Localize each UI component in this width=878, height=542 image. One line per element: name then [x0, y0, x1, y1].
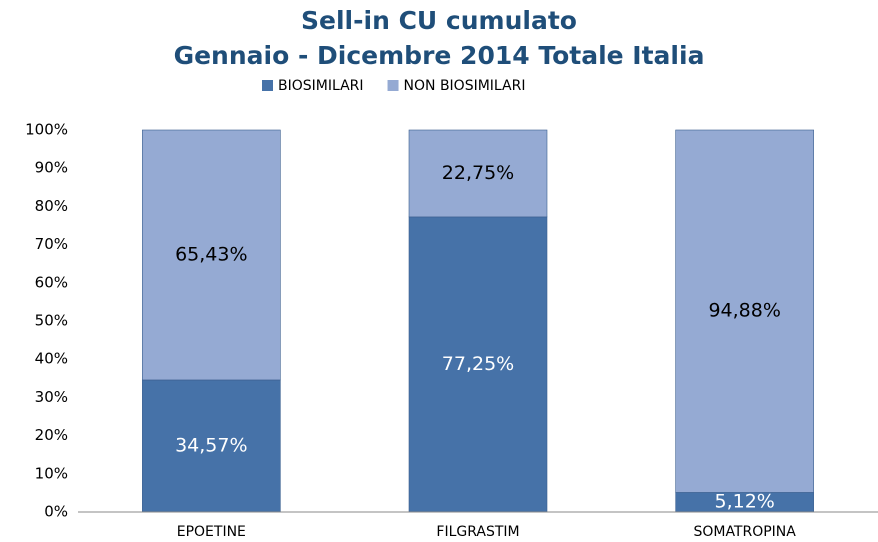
y-tick-label: 10% [35, 464, 68, 482]
y-tick-label: 50% [35, 312, 68, 330]
chart-title: Sell-in CU cumulato [301, 6, 577, 35]
legend-swatch [262, 80, 273, 91]
y-tick-label: 0% [44, 503, 68, 521]
bar-segment [408, 129, 548, 218]
data-label: 65,43% [175, 243, 247, 265]
x-tick-label: SOMATROPINA [693, 524, 796, 540]
y-tick-label: 70% [35, 235, 68, 253]
legend-label: NON BIOSIMILARI [404, 78, 526, 94]
y-tick-label: 60% [35, 273, 68, 291]
data-label: 34,57% [175, 434, 247, 456]
y-tick-label: 80% [35, 197, 68, 215]
y-tick-label: 30% [35, 388, 68, 406]
data-label: 22,75% [442, 162, 514, 184]
bar-segment [675, 129, 814, 493]
chart-subtitle: Gennaio - Dicembre 2014 Totale Italia [174, 41, 705, 70]
bar-segment [142, 379, 281, 513]
bar-segment [142, 129, 281, 381]
y-tick-label: 100% [25, 121, 68, 139]
y-tick-label: 20% [35, 426, 68, 444]
legend-swatch [387, 80, 399, 91]
y-tick-label: 40% [35, 350, 68, 368]
legend-label: BIOSIMILARI [278, 78, 364, 94]
x-tick-label: EPOETINE [177, 524, 246, 540]
y-tick-label: 90% [35, 159, 68, 177]
x-tick-label: FILGRASTIM [436, 524, 519, 540]
data-label: 94,88% [708, 300, 780, 322]
data-label: 5,12% [714, 491, 774, 513]
data-label: 77,25% [442, 353, 514, 375]
